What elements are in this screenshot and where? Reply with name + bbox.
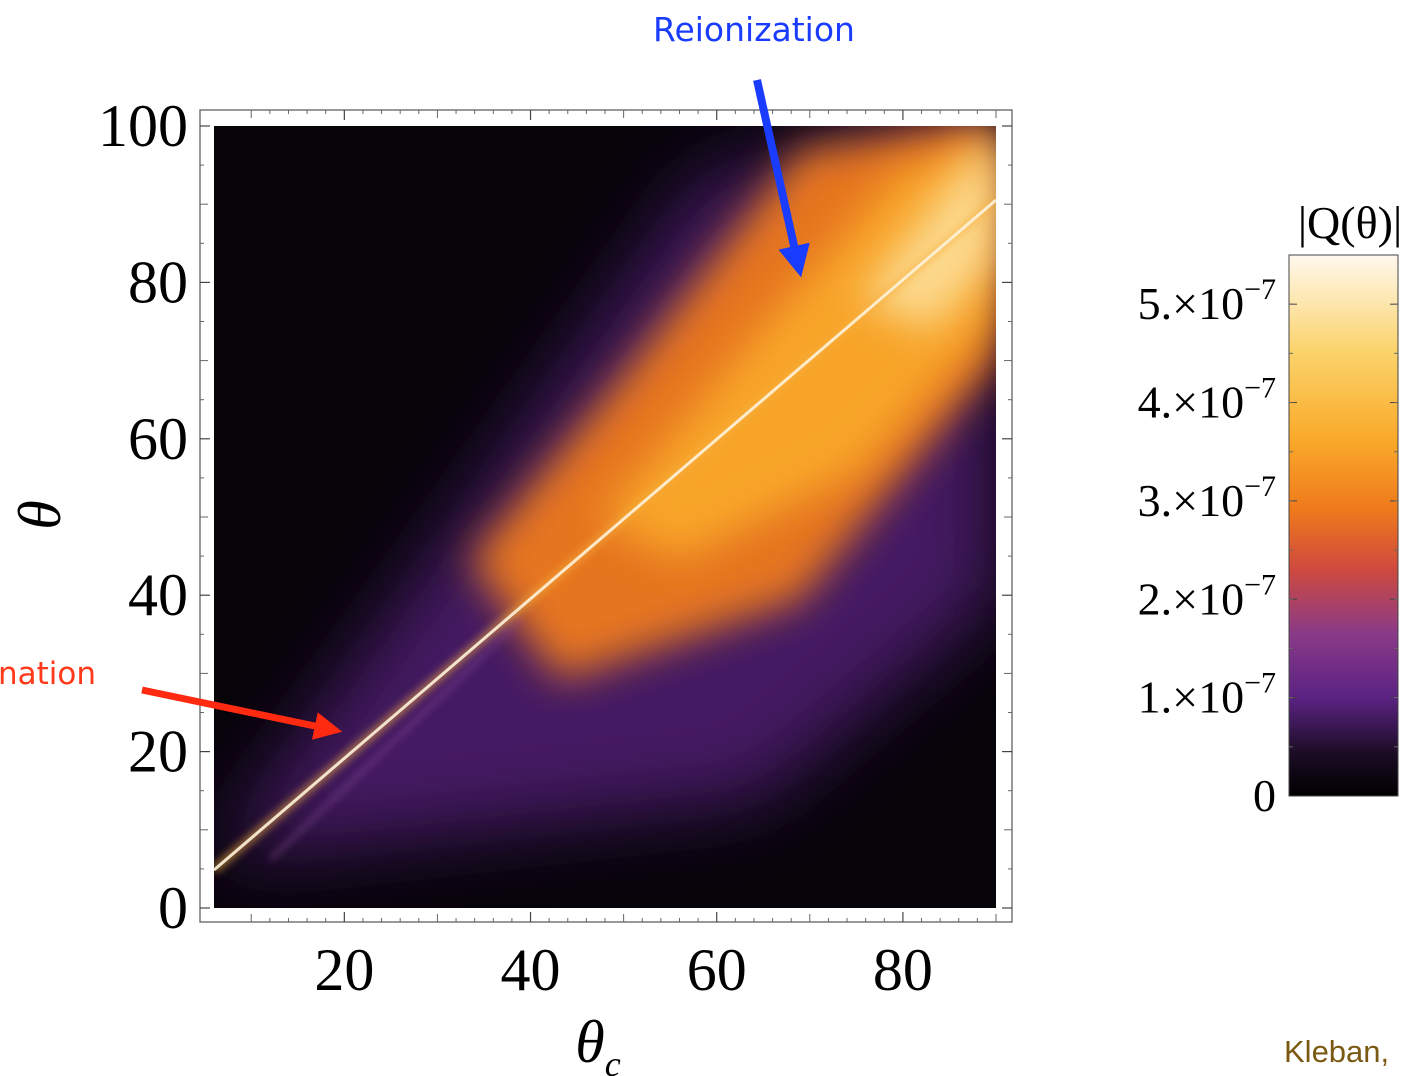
x-tick-label: 80 bbox=[873, 937, 933, 1003]
y-axis-ticks: 0 20 40 60 80 100 bbox=[98, 93, 1012, 941]
pale-core bbox=[860, 130, 996, 330]
x-axis-ticks: 20 40 60 80 bbox=[250, 110, 997, 1003]
colorbar-tick-label: 0 bbox=[1253, 770, 1276, 821]
ridge-line bbox=[214, 198, 996, 872]
colorbar-tick-label: 4.×10−7 bbox=[1138, 372, 1276, 428]
heatmap-field bbox=[214, 126, 996, 908]
reionization-arrow bbox=[753, 79, 810, 278]
colorbar-title: |Q(θ)| bbox=[1298, 197, 1402, 248]
credit-text: Kleban, bbox=[1284, 1034, 1390, 1069]
colorbar-tick-label: 5.×10−7 bbox=[1138, 273, 1276, 329]
ridge-lower bbox=[268, 618, 522, 862]
x-tick-label: 60 bbox=[687, 937, 747, 1003]
reionization-label: Reionization bbox=[653, 10, 855, 49]
colorbar-ticks: 0 1.×10−7 2.×10−7 3.×10−7 4.×10−7 5.×10−7 bbox=[1138, 273, 1398, 821]
recombination-arrow bbox=[141, 686, 343, 740]
colorbar-tick-label: 1.×10−7 bbox=[1138, 667, 1276, 723]
y-axis-label: θ bbox=[7, 500, 73, 529]
x-axis-label-subscript: c bbox=[605, 1044, 621, 1076]
y-tick-label: 0 bbox=[158, 875, 188, 941]
recombination-label: nation bbox=[0, 656, 97, 692]
y-tick-label: 100 bbox=[98, 93, 188, 159]
colorbar-tick-label: 2.×10−7 bbox=[1138, 568, 1276, 624]
y-tick-label: 20 bbox=[128, 719, 188, 785]
y-tick-label: 40 bbox=[128, 562, 188, 628]
y-tick-label: 80 bbox=[128, 249, 188, 315]
colorbar bbox=[1288, 254, 1399, 797]
colorbar-tick-label: 3.×10−7 bbox=[1138, 470, 1276, 526]
y-tick-label: 60 bbox=[128, 406, 188, 472]
x-axis-label: θc bbox=[575, 1009, 620, 1076]
x-tick-label: 40 bbox=[501, 937, 561, 1003]
x-tick-label: 20 bbox=[314, 937, 374, 1003]
